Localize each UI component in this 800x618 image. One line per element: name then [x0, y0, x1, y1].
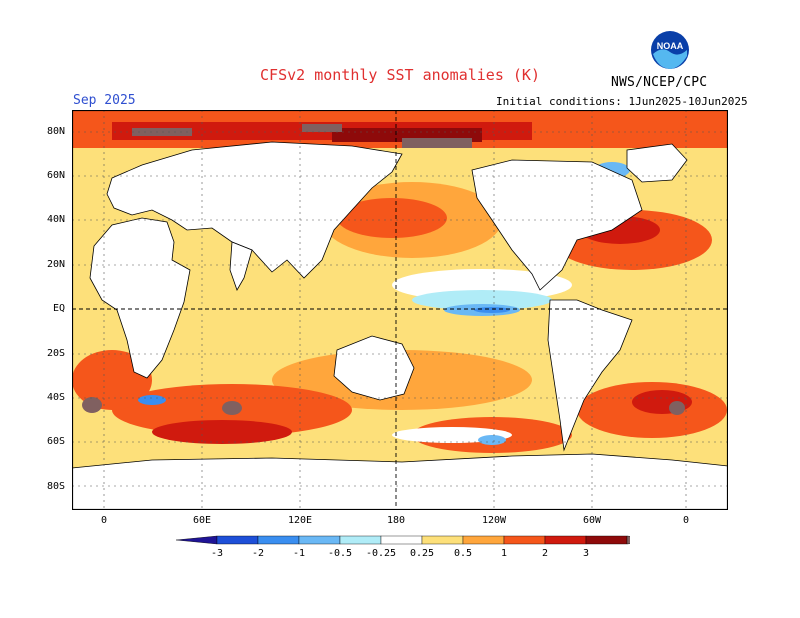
forecast-month: Sep 2025 [73, 93, 136, 108]
map-frame [72, 110, 728, 510]
lon-label-120e: 120E [287, 515, 313, 526]
colorbar-swatch [339, 535, 382, 545]
landmass-south-america [547, 299, 633, 452]
organization-label: NWS/NCEP/CPC [611, 75, 708, 90]
lat-label-60s: 60S [46, 436, 65, 447]
lat-label-60n: 60N [46, 170, 65, 181]
colorbar-swatch [585, 535, 628, 545]
colorbar-tick-label: 2 [542, 548, 548, 559]
lat-label-eq: EQ [52, 303, 65, 314]
lon-label-0-east: 0 [682, 515, 690, 526]
landmass-greenland [626, 143, 688, 183]
colorbar-tick-label: 0.5 [454, 548, 472, 559]
reference-lines [72, 110, 728, 510]
colorbar-tick-label: -1 [293, 548, 305, 559]
map-title: CFSv2 monthly SST anomalies (K) [260, 66, 540, 84]
lon-label-120w: 120W [481, 515, 507, 526]
colorbar-tick-label: -0.5 [328, 548, 352, 559]
lat-label-40n: 40N [46, 214, 65, 225]
lat-label-80n: 80N [46, 126, 65, 137]
colorbar-swatch [626, 535, 630, 545]
colorbar-tick-label: -0.25 [366, 548, 396, 559]
lat-label-20s: 20S [46, 348, 65, 359]
colorbar-tick-label: -3 [211, 548, 223, 559]
lon-label-60e: 60E [192, 515, 212, 526]
colorbar: -3 -2 -1 -0.5 -0.25 0.25 0.5 1 2 3 [175, 535, 630, 559]
logo-text: NOAA [657, 41, 684, 51]
landmass-north-america [471, 159, 643, 291]
lat-label-80s: 80S [46, 481, 65, 492]
landmass-antarctica [72, 453, 728, 510]
landmass-africa [89, 217, 191, 379]
lat-label-40s: 40S [46, 392, 65, 403]
colorbar-tick-label: 3 [583, 548, 589, 559]
colorbar-swatch [175, 535, 218, 545]
colorbar-swatch [421, 535, 464, 545]
colorbar-swatch [503, 535, 546, 545]
colorbar-swatch [257, 535, 300, 545]
graticule [72, 110, 728, 510]
noaa-logo: NOAA [650, 30, 690, 70]
landmass-india [229, 241, 253, 291]
colorbar-swatch [462, 535, 505, 545]
colorbar-swatch [216, 535, 259, 545]
colorbar-tick-label: 1 [501, 548, 507, 559]
colorbar-tick-label: 0.25 [410, 548, 434, 559]
lon-label-60w: 60W [582, 515, 602, 526]
lon-label-180: 180 [386, 515, 406, 526]
cool-anomaly-regions [138, 162, 630, 445]
landmass-australia [333, 335, 415, 401]
continents [72, 141, 728, 510]
sst-anomaly-map [72, 110, 728, 510]
colorbar-swatch [380, 535, 423, 545]
colorbar-swatch [544, 535, 587, 545]
colorbar-swatch [298, 535, 341, 545]
lat-label-20n: 20N [46, 259, 65, 270]
initial-conditions: Initial conditions: 1Jun2025-10Jun2025 [496, 95, 748, 108]
lon-label-0: 0 [100, 515, 108, 526]
colorbar-tick-label: -2 [252, 548, 264, 559]
